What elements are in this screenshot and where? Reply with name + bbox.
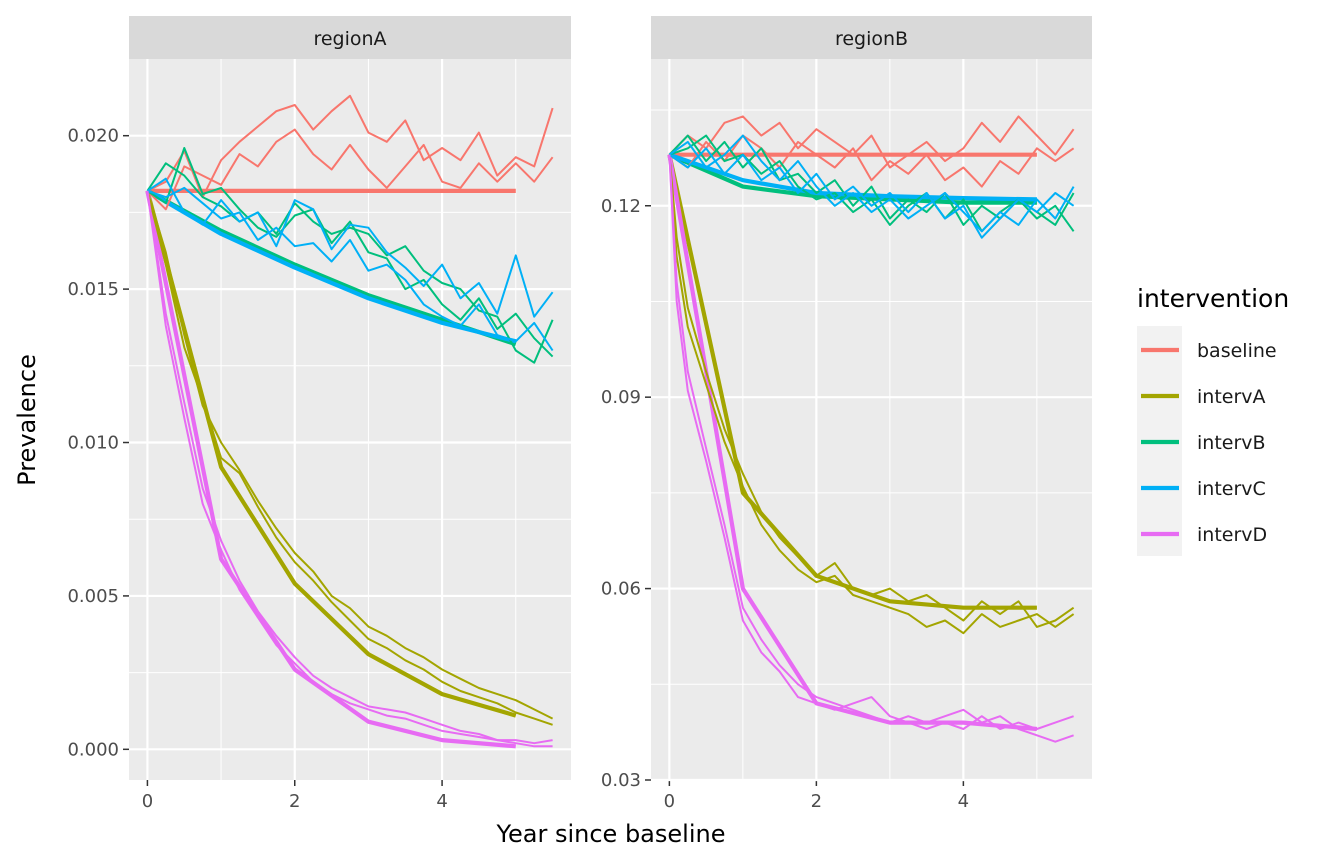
series-line-intervB-sim	[146, 162, 554, 364]
panel-background	[129, 59, 571, 780]
series-line-intervB-sim	[669, 134, 1075, 233]
x-tick-label: 0	[142, 791, 153, 812]
y-axis-title: Prevalence	[13, 354, 41, 486]
series-line-intervC-model	[146, 189, 517, 344]
series-group	[145, 94, 554, 749]
series-line-intervD-sim	[668, 154, 1074, 743]
y-tick-label: 0.12	[601, 196, 641, 217]
series-line-intervA-sim	[146, 190, 553, 726]
series-line-intervD-model	[145, 190, 516, 749]
panel-regionA: regionA 0 2 4 0.000 0.005 0.010 0.015 0.020	[67, 16, 571, 812]
legend: intervention baseline intervA intervB inter…	[1137, 284, 1289, 556]
x-tick-label: 4	[436, 791, 447, 812]
series-line-baseline-sim	[668, 115, 1075, 169]
legend-title: intervention	[1137, 284, 1289, 313]
panel-regionB: regionB 0 2 4 0.03 0.06 0.09 0.12	[601, 16, 1092, 812]
y-tick-label: 0.015	[67, 279, 119, 300]
legend-label-baseline: baseline	[1197, 340, 1277, 362]
y-tick-label: 0.005	[67, 586, 119, 607]
legend-label-intervB: intervB	[1197, 432, 1266, 454]
series-line-intervC-model	[668, 152, 1037, 202]
x-tick-label: 0	[664, 791, 675, 812]
y-tick-label: 0.020	[67, 126, 119, 147]
x-axis-title: Year since baseline	[496, 820, 726, 848]
y-tick-label: 0.09	[601, 387, 641, 408]
y-tick-label: 0.06	[601, 579, 641, 600]
series-line-intervC-sim	[668, 134, 1075, 233]
series-line-intervA-sim	[146, 190, 554, 720]
legend-label-intervA: intervA	[1197, 386, 1266, 408]
y-tick-label: 0.010	[67, 433, 119, 454]
strip-background	[651, 16, 1092, 59]
x-tick-label: 2	[289, 791, 300, 812]
x-tick-label: 4	[958, 791, 969, 812]
strip-label: regionB	[835, 28, 908, 50]
series-line-baseline-sim	[146, 128, 554, 211]
strip-label: regionA	[313, 28, 386, 50]
series-line-intervD-sim	[146, 190, 553, 745]
series-line-baseline-sim	[668, 134, 1075, 188]
series-line-baseline-sim	[146, 94, 554, 199]
series-line-intervD-sim	[668, 154, 1074, 730]
legend-entries: baseline intervA intervB intervC intervD	[1141, 340, 1277, 546]
series-line-intervB-model	[668, 152, 1037, 205]
series-line-intervD-sim	[146, 190, 553, 748]
y-tick-label: 0.03	[601, 770, 641, 791]
series-line-intervC-sim	[147, 186, 554, 352]
strip-background	[129, 16, 571, 59]
series-line-intervA-sim	[668, 154, 1075, 628]
y-tick-label: 0.000	[67, 739, 119, 760]
x-tick-label: 2	[811, 791, 822, 812]
series-line-intervD-model	[667, 154, 1038, 732]
series-line-intervC-sim	[146, 177, 554, 318]
series-line-intervC-sim	[668, 147, 1075, 239]
series-line-intervB-sim	[146, 147, 554, 358]
legend-label-intervD: intervD	[1197, 524, 1267, 546]
series-line-intervA-sim	[668, 154, 1075, 635]
series-group	[667, 115, 1075, 743]
legend-label-intervC: intervC	[1197, 478, 1266, 500]
